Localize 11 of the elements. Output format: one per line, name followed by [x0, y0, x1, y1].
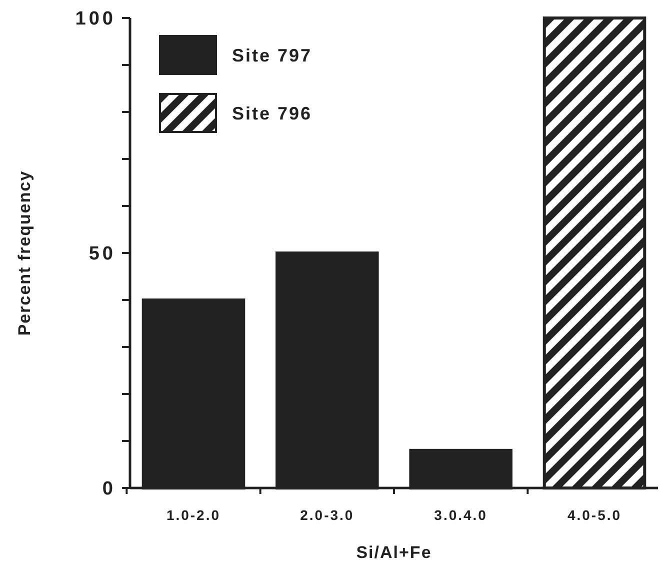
legend-label: Site 797: [232, 45, 312, 66]
x-tick-label: 1.0-2.0: [166, 507, 221, 523]
y-tick-label: 50: [88, 244, 116, 265]
x-tick-label: 2.0-3.0: [300, 507, 354, 523]
legend-label: Site 796: [232, 103, 312, 124]
y-axis-title: Percent frequency: [15, 170, 34, 336]
x-tick-label: 4.0-5.0: [567, 507, 622, 523]
y-tick-label: 100: [75, 8, 116, 30]
x-axis-title: Si/Al+Fe: [356, 543, 432, 562]
x-tick-label: 3.0.4.0: [434, 507, 488, 523]
y-tick-label: 0: [102, 478, 116, 500]
